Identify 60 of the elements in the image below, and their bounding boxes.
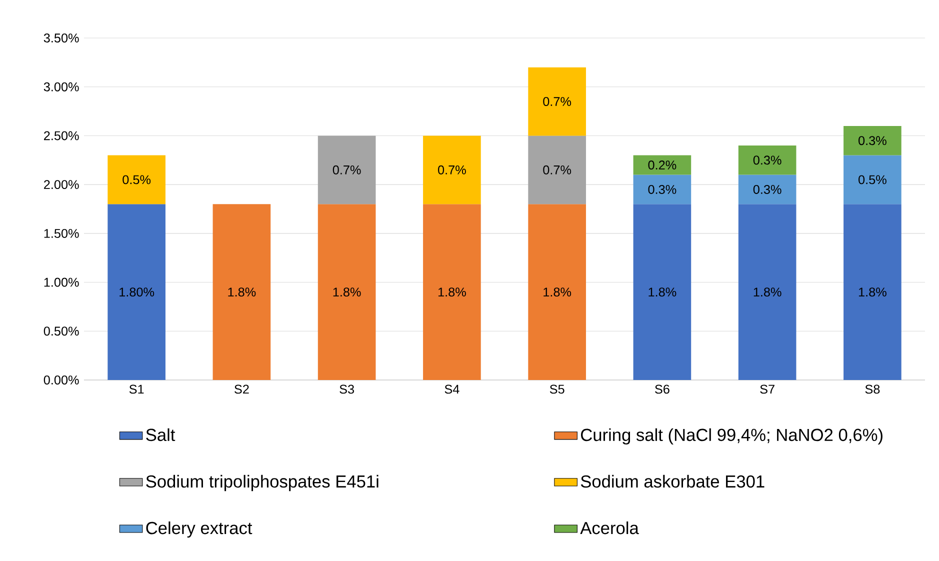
data-label: 0.5%	[858, 175, 886, 184]
data-label: 0.7%	[438, 165, 466, 174]
x-tick-label: S2	[234, 384, 249, 394]
bar	[528, 67, 586, 136]
data-label: 1.8%	[333, 288, 361, 297]
data-label: 0.5%	[122, 175, 151, 184]
bar	[844, 126, 902, 156]
data-label: 0.3%	[753, 156, 782, 165]
data-label: 0.2%	[648, 160, 676, 170]
bar	[633, 174, 692, 204]
data-label: 0.3%	[753, 184, 782, 194]
x-tick-label: S8	[865, 384, 880, 394]
data-label: 1.8%	[754, 288, 782, 297]
bar	[738, 204, 796, 380]
y-tick-label: 0.00%	[44, 376, 79, 384]
x-tick-label: S5	[550, 384, 564, 394]
data-label: 0.3%	[648, 184, 676, 194]
legend-label: Celery extract	[146, 521, 252, 538]
bar	[738, 145, 796, 175]
bar	[212, 204, 271, 380]
y-tick-label: 1.50%	[44, 228, 79, 238]
data-label: 1.8%	[648, 288, 676, 297]
legend-label: Salt	[146, 428, 176, 442]
data-label: 1.8%	[438, 288, 466, 297]
data-label: 1.8%	[858, 288, 886, 297]
x-tick-label: S1	[129, 384, 144, 394]
y-tick-label: 2.50%	[44, 131, 79, 140]
bar	[844, 204, 902, 380]
x-tick-label: S6	[655, 384, 670, 394]
data-label: 1.80%	[120, 288, 154, 297]
bar	[528, 204, 586, 380]
bar	[318, 204, 376, 380]
bar	[633, 155, 692, 175]
bar	[528, 136, 586, 204]
legend-label: Sodium tripoliphospates E451i	[146, 474, 378, 492]
data-label: 1.8%	[228, 288, 256, 297]
x-tick-label: S7	[760, 384, 774, 394]
legend-label: Curing salt (NaCl 99,4%; NaNO2 0,6%)	[581, 428, 882, 445]
y-tick-label: 0.50%	[44, 326, 79, 336]
x-tick-label: S4	[444, 384, 460, 394]
bar	[108, 155, 166, 204]
bar	[423, 204, 481, 380]
bar	[108, 204, 166, 380]
y-tick-label: 3.00%	[44, 82, 79, 92]
bar	[738, 174, 796, 204]
y-tick-label: 2.00%	[44, 180, 79, 190]
x-tick-label: S3	[340, 384, 354, 394]
bar	[318, 136, 376, 204]
data-label: 0.7%	[543, 97, 572, 106]
legend-label: Acerola	[580, 521, 639, 534]
y-tick-label: 1.00%	[44, 278, 79, 287]
bar	[844, 155, 902, 204]
bar	[423, 136, 481, 204]
bar	[633, 204, 692, 380]
legend-label: Sodium askorbate E301	[580, 474, 764, 488]
y-tick-label: 3.50%	[44, 34, 79, 42]
data-label: 1.8%	[544, 288, 572, 297]
data-label: 0.3%	[858, 136, 886, 146]
data-label: 0.7%	[543, 165, 572, 174]
data-label: 0.7%	[332, 165, 361, 174]
